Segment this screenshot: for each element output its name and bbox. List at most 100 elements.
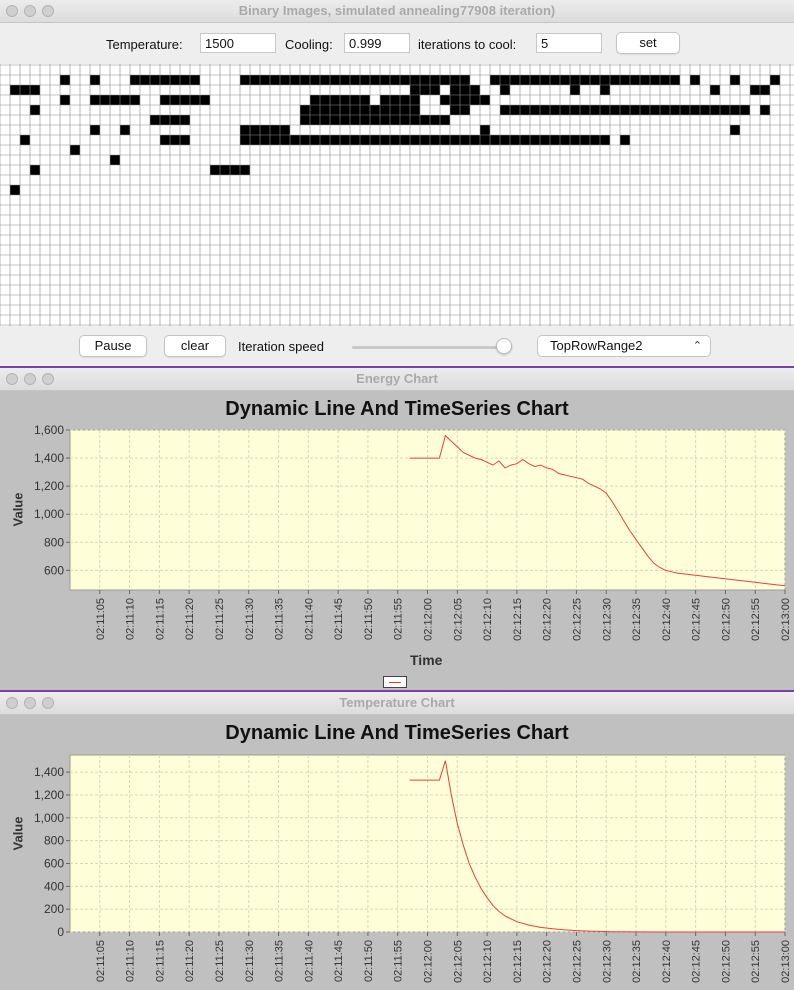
grid-cell-filled[interactable] bbox=[340, 75, 350, 85]
grid-cell-filled[interactable] bbox=[480, 135, 490, 145]
grid-cell-filled[interactable] bbox=[370, 115, 380, 125]
grid-cell-filled[interactable] bbox=[260, 75, 270, 85]
grid-cell-filled[interactable] bbox=[330, 95, 340, 105]
grid-cell-filled[interactable] bbox=[660, 75, 670, 85]
set-button[interactable]: set bbox=[616, 32, 680, 54]
grid-cell-filled[interactable] bbox=[600, 75, 610, 85]
grid-cell-filled[interactable] bbox=[500, 135, 510, 145]
grid-cell-filled[interactable] bbox=[440, 115, 450, 125]
grid-cell-filled[interactable] bbox=[160, 95, 170, 105]
grid-cell-filled[interactable] bbox=[310, 135, 320, 145]
grid-cell-filled[interactable] bbox=[450, 135, 460, 145]
grid-cell-filled[interactable] bbox=[240, 135, 250, 145]
grid-cell-filled[interactable] bbox=[660, 105, 670, 115]
grid-cell-filled[interactable] bbox=[490, 135, 500, 145]
grid-cell-filled[interactable] bbox=[520, 75, 530, 85]
grid-cell-filled[interactable] bbox=[440, 135, 450, 145]
grid-cell-filled[interactable] bbox=[270, 75, 280, 85]
grid-cell-filled[interactable] bbox=[340, 95, 350, 105]
zoom-window-icon[interactable] bbox=[42, 697, 54, 709]
grid-cell-filled[interactable] bbox=[550, 135, 560, 145]
minimize-window-icon[interactable] bbox=[24, 373, 36, 385]
grid-cell-filled[interactable] bbox=[150, 75, 160, 85]
grid-cell-filled[interactable] bbox=[400, 105, 410, 115]
grid-cell-filled[interactable] bbox=[460, 85, 470, 95]
grid-cell-filled[interactable] bbox=[460, 95, 470, 105]
grid-cell-filled[interactable] bbox=[20, 85, 30, 95]
grid-cell-filled[interactable] bbox=[680, 105, 690, 115]
grid-cell-filled[interactable] bbox=[190, 95, 200, 105]
grid-cell-filled[interactable] bbox=[640, 105, 650, 115]
grid-cell-filled[interactable] bbox=[730, 105, 740, 115]
grid-cell-filled[interactable] bbox=[330, 75, 340, 85]
minimize-window-icon[interactable] bbox=[24, 5, 36, 17]
grid-cell-filled[interactable] bbox=[440, 95, 450, 105]
grid-cell-filled[interactable] bbox=[670, 75, 680, 85]
grid-cell-filled[interactable] bbox=[300, 75, 310, 85]
grid-cell-filled[interactable] bbox=[130, 95, 140, 105]
grid-cell-filled[interactable] bbox=[360, 75, 370, 85]
grid-cell-filled[interactable] bbox=[460, 105, 470, 115]
grid-cell-filled[interactable] bbox=[290, 75, 300, 85]
grid-cell-filled[interactable] bbox=[160, 135, 170, 145]
grid-cell-filled[interactable] bbox=[360, 135, 370, 145]
grid-cell-filled[interactable] bbox=[710, 85, 720, 95]
grid-cell-filled[interactable] bbox=[250, 135, 260, 145]
grid-cell-filled[interactable] bbox=[670, 105, 680, 115]
grid-cell-filled[interactable] bbox=[610, 105, 620, 115]
zoom-window-icon[interactable] bbox=[42, 5, 54, 17]
grid-cell-filled[interactable] bbox=[60, 75, 70, 85]
grid-cell-filled[interactable] bbox=[110, 95, 120, 105]
grid-cell-filled[interactable] bbox=[370, 135, 380, 145]
iteration-speed-slider[interactable] bbox=[352, 346, 512, 349]
grid-cell-filled[interactable] bbox=[350, 135, 360, 145]
grid-cell-filled[interactable] bbox=[530, 75, 540, 85]
grid-cell-filled[interactable] bbox=[570, 105, 580, 115]
grid-cell-filled[interactable] bbox=[360, 115, 370, 125]
grid-cell-filled[interactable] bbox=[410, 85, 420, 95]
grid-cell-filled[interactable] bbox=[510, 135, 520, 145]
grid-cell-filled[interactable] bbox=[410, 135, 420, 145]
grid-cell-filled[interactable] bbox=[590, 105, 600, 115]
grid-cell-filled[interactable] bbox=[70, 145, 80, 155]
grid-cell-filled[interactable] bbox=[20, 135, 30, 145]
grid-cell-filled[interactable] bbox=[330, 105, 340, 115]
grid-cell-filled[interactable] bbox=[370, 75, 380, 85]
grid-cell-filled[interactable] bbox=[540, 75, 550, 85]
grid-cell-filled[interactable] bbox=[380, 95, 390, 105]
grid-cell-filled[interactable] bbox=[450, 85, 460, 95]
grid-cell-filled[interactable] bbox=[760, 105, 770, 115]
grid-cell-filled[interactable] bbox=[360, 95, 370, 105]
grid-cell-filled[interactable] bbox=[180, 75, 190, 85]
grid-cell-filled[interactable] bbox=[110, 155, 120, 165]
grid-cell-filled[interactable] bbox=[730, 125, 740, 135]
grid-cell-filled[interactable] bbox=[560, 135, 570, 145]
grid-cell-filled[interactable] bbox=[570, 85, 580, 95]
grid-cell-filled[interactable] bbox=[160, 75, 170, 85]
grid-cell-filled[interactable] bbox=[340, 135, 350, 145]
grid-cell-filled[interactable] bbox=[620, 75, 630, 85]
grid-cell-filled[interactable] bbox=[760, 85, 770, 95]
grid-cell-filled[interactable] bbox=[620, 135, 630, 145]
cooling-field[interactable]: 0.999 bbox=[344, 33, 410, 53]
grid-cell-filled[interactable] bbox=[520, 105, 530, 115]
grid-cell-filled[interactable] bbox=[130, 75, 140, 85]
grid-cell-filled[interactable] bbox=[600, 135, 610, 145]
grid-cell-filled[interactable] bbox=[410, 105, 420, 115]
grid-cell-filled[interactable] bbox=[470, 95, 480, 105]
grid-cell-filled[interactable] bbox=[590, 135, 600, 145]
grid-cell-filled[interactable] bbox=[350, 95, 360, 105]
grid-cell-filled[interactable] bbox=[140, 75, 150, 85]
grid-cell-filled[interactable] bbox=[590, 75, 600, 85]
grid-cell-filled[interactable] bbox=[380, 135, 390, 145]
grid-cell-filled[interactable] bbox=[420, 75, 430, 85]
grid-cell-filled[interactable] bbox=[580, 135, 590, 145]
grid-cell-filled[interactable] bbox=[600, 85, 610, 95]
grid-cell-filled[interactable] bbox=[90, 95, 100, 105]
close-window-icon[interactable] bbox=[6, 373, 18, 385]
clear-button[interactable]: clear bbox=[164, 335, 226, 357]
close-window-icon[interactable] bbox=[6, 5, 18, 17]
grid-cell-filled[interactable] bbox=[290, 135, 300, 145]
grid-cell-filled[interactable] bbox=[430, 85, 440, 95]
grid-cell-filled[interactable] bbox=[170, 75, 180, 85]
